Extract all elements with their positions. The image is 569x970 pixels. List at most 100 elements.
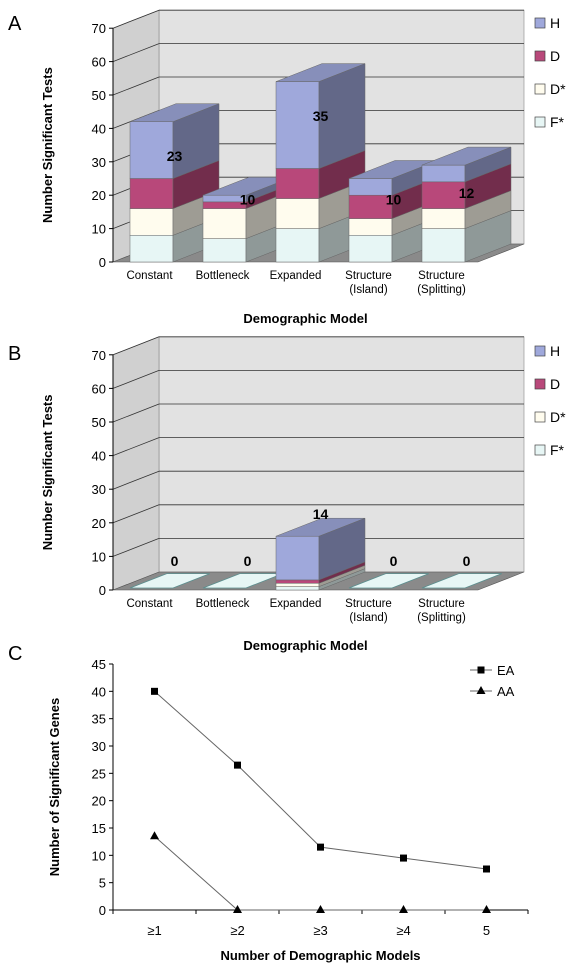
bar-total-label: 14: [313, 506, 329, 522]
legend-swatch: [534, 83, 546, 95]
bar-total-label: 10: [240, 192, 256, 208]
x-tick-label: ≥3: [313, 923, 327, 938]
y-tick-label: 20: [92, 188, 106, 203]
legend-label: F*: [550, 442, 565, 458]
bar-segment-front: [275, 579, 320, 584]
legend-swatch: [534, 345, 546, 357]
legend-label: AA: [497, 684, 515, 699]
y-tick-label: 20: [92, 516, 106, 531]
bar-top: [275, 63, 366, 82]
chart-a: 0 10 20 30 40 50 60 70 23 Constant 10 Bottleneck 35 E…: [40, 9, 566, 326]
gridline-side: [112, 437, 160, 456]
bar-segment-front: [421, 164, 466, 183]
panel-label-a: A: [8, 13, 22, 35]
y-tick-label: 30: [92, 739, 106, 754]
point-ea: [400, 854, 407, 862]
y-tick-label: 25: [92, 766, 106, 781]
y-tick-label: 70: [92, 21, 106, 36]
legend-marker: [476, 686, 486, 694]
bar-segment-front: [275, 198, 320, 229]
y-tick-label: 5: [99, 876, 106, 891]
panel-label-b: B: [8, 343, 21, 365]
category-label: Structure: [345, 270, 392, 282]
legend-label: D: [550, 48, 560, 64]
category-label: Constant: [126, 598, 173, 610]
bar-total-label: 10: [386, 192, 402, 208]
gridline-side: [112, 538, 160, 557]
x-axis-title: Demographic Model: [243, 311, 367, 326]
y-tick-label: 10: [92, 848, 106, 863]
legend-label: D: [550, 376, 560, 392]
category-label: Bottleneck: [196, 598, 250, 610]
y-tick-label: 40: [92, 684, 106, 699]
legend-label: F*: [550, 114, 565, 130]
y-tick-label: 60: [92, 381, 106, 396]
y-tick-label: 30: [92, 155, 106, 170]
bar-top: [421, 146, 512, 166]
series-line-ea: [154, 690, 487, 870]
bar-segment-flat: [421, 573, 502, 589]
y-axis-title: Number Significant Tests: [40, 67, 55, 223]
bar-top: [129, 103, 220, 122]
legend-swatch: [534, 444, 546, 456]
x-tick-label: ≥2: [230, 923, 244, 938]
gridline-side: [112, 9, 160, 29]
bar-segment-front: [421, 208, 466, 229]
x-axis-title: Demographic Model: [243, 638, 367, 653]
bar-total-label: 0: [463, 553, 471, 569]
bar-segment-front: [129, 121, 174, 179]
panel-label-c: C: [8, 643, 22, 665]
y-tick-label: 10: [92, 549, 106, 564]
y-tick-label: 15: [92, 821, 106, 836]
point-ea: [483, 865, 490, 873]
bar-total-label: 0: [244, 553, 252, 569]
point-ea: [234, 761, 241, 769]
category-label: Expanded: [270, 270, 322, 282]
legend-swatch: [534, 17, 546, 29]
x-tick-label: ≥4: [396, 923, 410, 938]
bar-total-label: 12: [459, 185, 475, 201]
bar-segment-front: [275, 586, 320, 591]
category-label: Expanded: [270, 598, 322, 610]
gridline-side: [112, 336, 160, 356]
bar-segment-flat: [348, 573, 429, 589]
point-aa: [316, 905, 325, 913]
y-tick-label: 50: [92, 415, 106, 430]
category-label: (Island): [349, 284, 388, 296]
bar-segment-front: [275, 583, 320, 587]
y-tick-label: 30: [92, 482, 106, 497]
bar-total-label: 35: [313, 108, 329, 124]
legend-label: EA: [497, 663, 515, 678]
bar-segment-front: [275, 81, 320, 169]
y-tick-label: 20: [92, 794, 106, 809]
bar-segment-front: [129, 235, 174, 263]
legend-label: D*: [550, 81, 566, 97]
category-label: (Island): [349, 612, 388, 624]
category-label: (Splitting): [417, 284, 466, 296]
bar-segment-front: [275, 535, 320, 581]
legend-swatch: [534, 50, 546, 62]
category-label: Structure: [418, 270, 465, 282]
bar-segment-front: [202, 238, 247, 263]
y-tick-label: 0: [99, 903, 106, 918]
bar-total-label: 0: [390, 553, 398, 569]
y-tick-label: 60: [92, 55, 106, 70]
point-ea: [151, 687, 158, 695]
x-tick-label: 5: [483, 923, 490, 938]
gridline-side: [112, 504, 160, 524]
y-tick-label: 40: [92, 121, 106, 136]
legend-swatch: [534, 116, 546, 128]
point-aa: [150, 831, 159, 840]
y-tick-label: 35: [92, 712, 106, 727]
y-tick-label: 10: [92, 222, 106, 237]
category-label: Structure: [418, 598, 465, 610]
x-tick-label: ≥1: [147, 923, 161, 938]
y-tick-label: 50: [92, 88, 106, 103]
bar-total-label: 23: [167, 148, 183, 164]
y-tick-label: 0: [99, 583, 106, 598]
point-ea: [317, 843, 324, 851]
gridline-side: [112, 470, 160, 490]
chart-b: 0 10 20 30 40 50 60 70 0 Constant 0 Bottleneck 14 Exp…: [40, 336, 566, 653]
bar-segment-front: [202, 208, 247, 239]
